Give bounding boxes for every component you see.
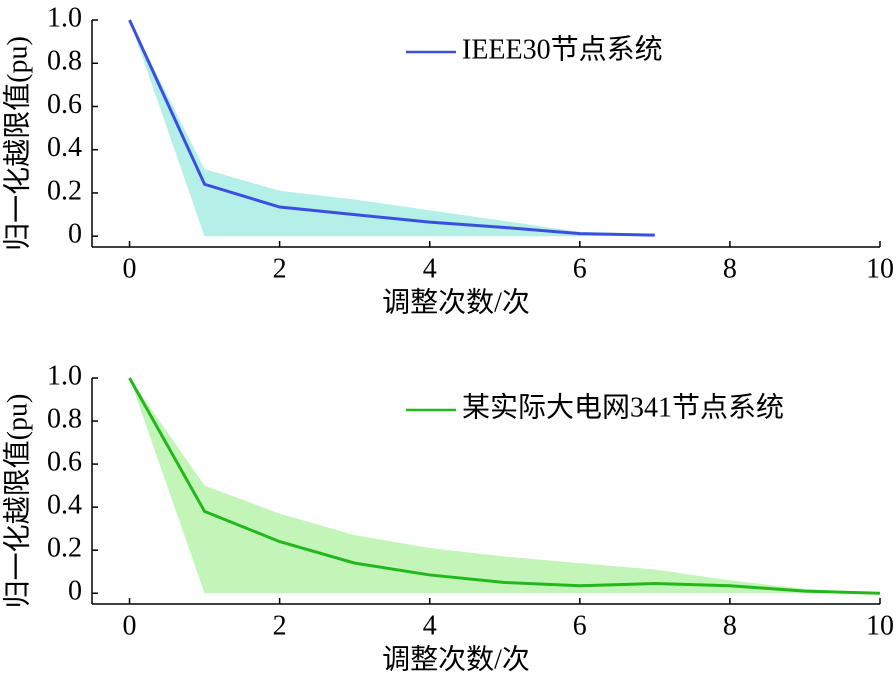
y-tick-label: 1.0 [47,2,82,33]
x-tick-label: 8 [723,253,737,284]
y-tick-label: 1.0 [47,360,82,391]
y-tick-label: 0.4 [47,132,82,163]
y-axis-label: 归一化越限值(pu) [1,394,33,609]
x-tick-label: 4 [423,610,437,641]
y-tick-label: 0.8 [47,403,82,434]
x-tick-label: 0 [123,253,137,284]
y-tick-label: 0.2 [47,533,82,564]
x-tick-label: 6 [573,610,587,641]
y-tick-label: 0.4 [47,490,82,521]
x-tick-label: 6 [573,253,587,284]
x-tick-label: 10 [866,253,894,284]
y-tick-label: 0.6 [47,447,82,478]
y-tick-label: 0 [68,219,82,250]
y-tick-label: 0.6 [47,89,82,120]
data-line [128,19,655,237]
legend-label: 某实际大电网341节点系统 [462,391,784,423]
chart: 0 0.2 0.4 0.6 0.8 1.0 0 2 4 6 8 10 调整次数/次 归一化越限值(pu) 某… [1,360,894,675]
x-tick-label: 2 [273,253,287,284]
y-axis-label: 归一化越限值(pu) [1,36,33,251]
legend-label: IEEE30节点系统 [462,33,663,65]
x-axis-label: 调整次数/次 [382,286,530,318]
x-tick-label: 10 [866,610,894,641]
x-tick-label: 2 [273,610,287,641]
band [129,378,880,594]
y-tick-label: 0 [68,576,82,607]
x-tick-label: 8 [723,610,737,641]
x-tick-label: 4 [423,253,437,284]
x-axis-label: 调整次数/次 [382,643,530,675]
x-tick-label: 0 [123,610,137,641]
chart: 0 0.2 0.4 0.6 0.8 1.0 0 2 4 6 8 10 调整次数/次 归一化越限值(pu) I… [1,2,894,318]
y-tick-label: 0.2 [47,175,82,206]
y-tick-label: 0.8 [47,46,82,77]
data-line [128,377,881,595]
